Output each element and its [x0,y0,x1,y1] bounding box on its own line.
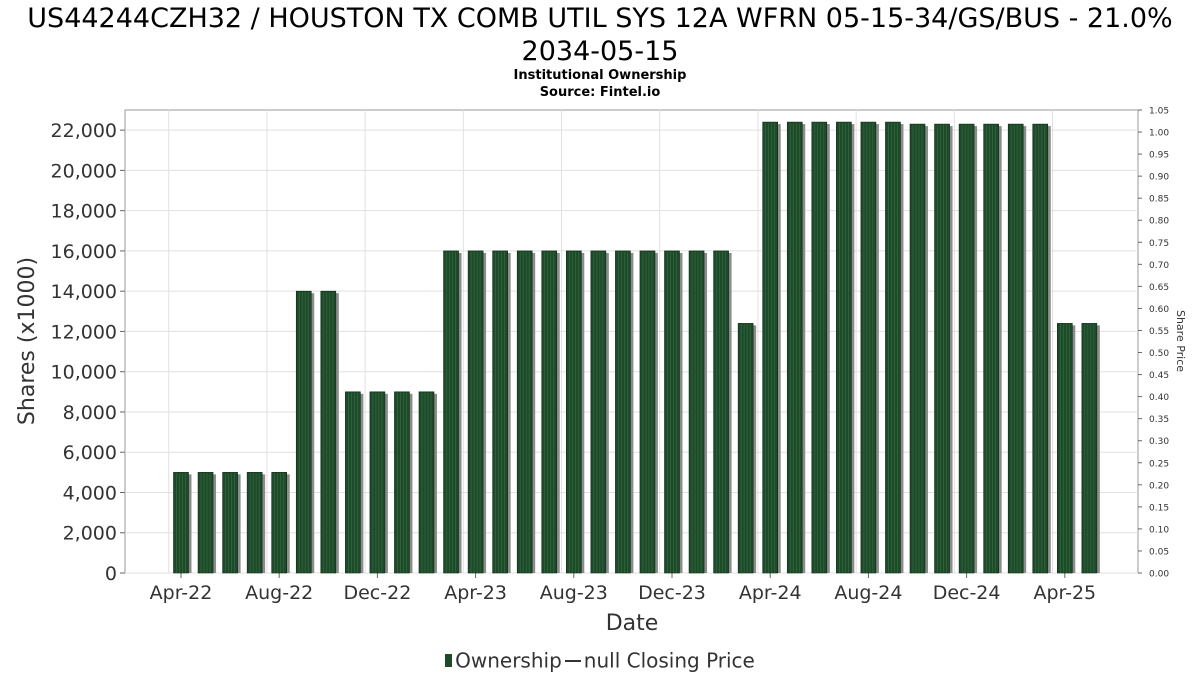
y2-tick-label: 0.65 [1149,283,1169,293]
y-tick-label: 12,000 [51,321,117,343]
x-axis-title: Date [606,611,659,636]
ownership-bar [909,123,926,574]
y2-tick-label: 0.45 [1149,371,1169,381]
x-tick-label: Aug-23 [540,582,608,604]
y2-tick-label: 1.05 [1149,107,1169,117]
ownership-bar [394,391,410,574]
ownership-bar [173,472,189,574]
price-legend-label: null Closing Price [583,648,755,673]
y2-tick-label: 0.15 [1149,503,1169,513]
y-tick-label: 4,000 [63,482,117,504]
y2-tick-label: 0.05 [1149,547,1169,557]
ownership-bar [369,391,386,574]
y-tick-label: 20,000 [51,160,117,182]
ownership-bar [958,123,975,574]
y2-axis-title: Share Price [1174,310,1187,372]
ownership-bar [639,250,656,574]
chart-subtitle: Institutional Ownership [513,68,687,83]
y2-tick-label: 0.20 [1149,481,1169,491]
x-tick-label: Aug-22 [245,582,313,604]
ownership-bar [565,250,582,574]
y2-tick-label: 0.80 [1149,217,1169,227]
ownership-bar [197,472,214,574]
ownership-bar [713,250,729,574]
ownership-bar [615,250,631,574]
chart-source: Source: Fintel.io [539,85,661,100]
x-tick-label: Dec-23 [638,582,706,604]
price-legend-swatch [564,659,581,662]
x-tick-label: Apr-23 [444,582,507,604]
y2-tick-label: 0.30 [1149,437,1169,447]
ownership-bar [885,121,901,574]
y2-tick-label: 1.00 [1149,129,1169,139]
ownership-bar [934,123,950,574]
ownership-bar [737,323,754,574]
ownership-bar [688,250,705,574]
y-tick-label: 18,000 [51,201,117,223]
ownership-bar [418,391,435,574]
ownership-bar [1057,323,1073,574]
ownership-bar [271,472,288,574]
y-tick-label: 14,000 [51,281,117,303]
ownership-bar [983,123,999,574]
ownership-bar [860,121,877,574]
y2-tick-label: 0.75 [1149,239,1169,249]
ownership-legend-label: Ownership [455,648,562,673]
ownership-bar [516,250,533,574]
y-tick-label: 2,000 [63,523,117,545]
ownership-bar [246,472,263,574]
y2-tick-label: 0.90 [1149,173,1169,183]
y-tick-label: 10,000 [51,362,117,384]
ownership-bar [811,121,828,574]
y-tick-label: 6,000 [63,442,117,464]
x-tick-label: Dec-24 [933,582,1001,604]
x-tick-label: Apr-22 [150,582,213,604]
ownership-bar [786,121,803,574]
ownership-bar [492,250,508,574]
x-tick-label: Apr-24 [739,582,802,604]
ownership-bar [467,250,484,574]
x-tick-label: Dec-22 [343,582,411,604]
ownership-bar [443,250,459,574]
y2-tick-label: 0.35 [1149,415,1169,425]
y2-tick-label: 0.85 [1149,195,1169,205]
ownership-bar [1032,123,1049,574]
y-tick-label: 16,000 [51,241,117,263]
y-axis-title: Shares (x1000) [15,257,40,425]
ownership-bar [1007,123,1024,574]
y2-tick-label: 0.70 [1149,261,1169,271]
ownership-legend-swatch [445,654,453,667]
ownership-bar [222,472,238,574]
y2-tick-label: 0.60 [1149,305,1169,315]
ownership-bar [541,250,558,574]
x-tick-label: Apr-25 [1033,582,1096,604]
ownership-bar [345,391,361,574]
y2-tick-label: 0.40 [1149,393,1169,403]
y2-tick-label: 0.50 [1149,349,1169,359]
y2-tick-label: 0.00 [1149,570,1169,580]
y-tick-label: 22,000 [51,120,117,142]
ownership-bar [320,290,337,574]
chart-title: US44244CZH32 / HOUSTON TX COMB UTIL SYS … [27,3,1173,67]
y2-tick-label: 0.95 [1149,151,1169,161]
ownership-bar [762,121,779,574]
y-tick-label: 8,000 [63,402,117,424]
y2-tick-label: 0.25 [1149,459,1169,469]
x-tick-label: Aug-24 [834,582,902,604]
ownership-bar [590,250,607,574]
y2-tick-label: 0.55 [1149,327,1169,337]
ownership-bar [1081,323,1098,574]
ownership-bar [836,121,852,574]
ownership-bar [295,290,312,574]
y2-tick-label: 0.10 [1149,525,1169,535]
chart-legend: Ownership null Closing Price [0,647,1200,673]
y-tick-label: 0 [105,563,117,585]
ownership-bar [664,250,680,574]
